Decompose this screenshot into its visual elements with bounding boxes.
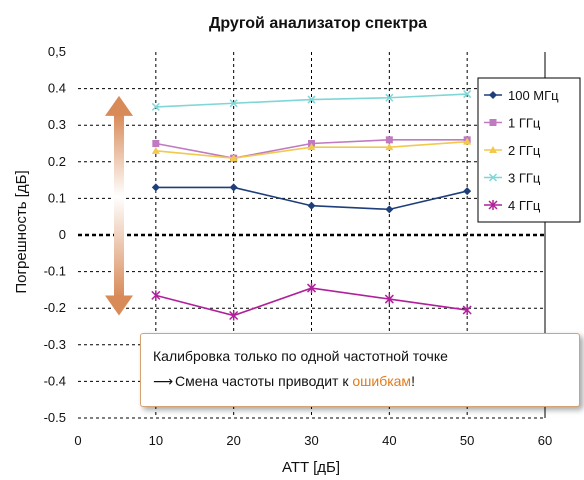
callout-exclaim: ! (411, 373, 415, 389)
legend-label: 1 ГГц (508, 116, 541, 131)
data-point (306, 283, 317, 294)
data-point (229, 99, 238, 108)
data-point (307, 95, 316, 104)
arrow-head-up (105, 95, 133, 116)
series-4 (151, 283, 472, 321)
y-tick-label: -0.5 (44, 410, 66, 425)
series-3 (151, 90, 472, 111)
y-tick-label: 0.1 (48, 190, 66, 205)
legend-item: 2 ГГц (484, 143, 541, 158)
data-point (385, 205, 394, 214)
data-point (384, 294, 394, 305)
x-tick-label: 50 (460, 433, 474, 448)
series-lines (151, 90, 472, 321)
chart-title: Другой анализатор спектра (209, 15, 427, 32)
data-point (151, 102, 160, 111)
data-point (229, 154, 238, 162)
data-point (463, 187, 472, 196)
legend-marker (488, 200, 498, 210)
legend-marker (489, 146, 497, 153)
series-0 (151, 183, 472, 214)
y-axis-label: Погрешность [дБ] (13, 170, 30, 293)
legend-item: 3 ГГц (484, 171, 541, 186)
x-tick-label: 10 (149, 433, 163, 448)
legend-marker (489, 119, 497, 126)
data-point (307, 201, 316, 210)
grid (78, 52, 545, 419)
x-tick-label: 20 (226, 433, 240, 448)
y-tick-label: 0 (59, 227, 66, 242)
series-2 (151, 137, 472, 162)
callout-line-1: Калибровка только по одной частотной точ… (153, 348, 448, 364)
y-tick-label: 0.4 (48, 81, 66, 96)
y-tick-label: -0.1 (44, 264, 66, 279)
y-tick-label: 0.2 (48, 154, 66, 169)
y-tick-label: 0,5 (48, 44, 66, 59)
y-tick-label: -0.4 (44, 373, 66, 388)
x-tick-label: 0 (74, 433, 81, 448)
callout-highlight: ошибкам (352, 373, 412, 389)
legend-item: 100 МГц (484, 88, 559, 103)
data-point (151, 183, 160, 192)
data-point (385, 143, 394, 151)
data-point (463, 90, 472, 99)
data-point (229, 183, 238, 192)
data-point (463, 137, 472, 145)
data-point (385, 93, 394, 102)
legend: 100 МГц 1 ГГц 2 ГГц 3 ГГц 4 ГГц (477, 77, 581, 223)
x-axis-label: ATT [дБ] (282, 459, 340, 476)
callout-box: Калибровка только по одной частотной точ… (140, 333, 580, 407)
callout-text: Смена частоты приводит к (175, 373, 353, 389)
legend-marker (488, 173, 498, 182)
data-point (151, 290, 161, 301)
data-point (229, 310, 239, 321)
x-tick-label: 40 (382, 433, 396, 448)
legend-label: 100 МГц (508, 88, 559, 103)
arrow-shaft (114, 113, 124, 298)
y-tick-labels: 0,5 0.4 0.3 0.2 0.1 0 -0.1 -0.2 -0.3 -0.4 -0.5 (44, 44, 66, 425)
data-point (151, 146, 160, 154)
y-tick-label: 0.3 (48, 117, 66, 132)
y-tick-label: -0.2 (44, 300, 66, 315)
data-point (462, 305, 472, 316)
double-arrow (105, 95, 133, 316)
x-tick-label: 30 (304, 433, 318, 448)
legend-item: 1 ГГц (484, 116, 541, 131)
legend-label: 3 ГГц (508, 171, 541, 186)
legend-label: 2 ГГц (508, 143, 541, 158)
x-tick-label: 60 (538, 433, 552, 448)
data-point (152, 140, 160, 147)
legend-item: 4 ГГц (484, 198, 541, 213)
x-tick-labels: 0 10 20 30 40 50 60 (74, 433, 552, 448)
right-arrow-icon: ⟶ (153, 373, 174, 389)
legend-marker (489, 91, 497, 99)
legend-label: 4 ГГц (508, 198, 541, 213)
data-point (307, 143, 316, 151)
arrow-head-down (105, 295, 133, 316)
data-point (385, 136, 393, 144)
callout-line-2: ⟶ Смена частоты приводит к ошибкам! (153, 368, 579, 394)
y-tick-label: -0.3 (44, 337, 66, 352)
